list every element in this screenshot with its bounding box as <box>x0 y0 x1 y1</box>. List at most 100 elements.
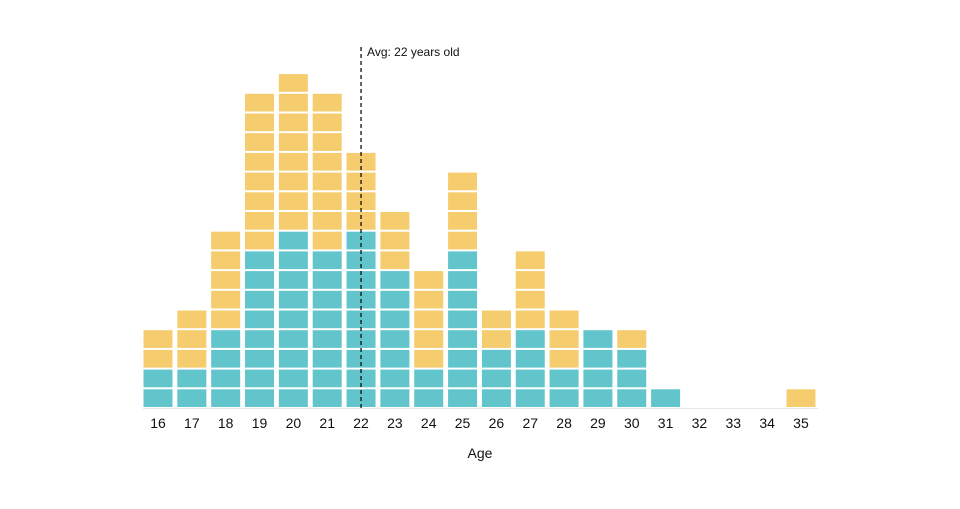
bar-block-27-series1 <box>515 310 545 329</box>
bar-block-27-series1 <box>515 290 545 309</box>
bar-block-21-series1 <box>312 231 342 250</box>
x-tick-label: 27 <box>522 415 538 431</box>
bar-block-28-series0 <box>549 389 579 407</box>
x-tick-label: 21 <box>319 415 335 431</box>
bar-block-20-series0 <box>278 290 308 309</box>
bar-block-26-series0 <box>481 369 511 388</box>
bar-block-27-series1 <box>515 251 545 270</box>
x-tick-label: 29 <box>590 415 606 431</box>
x-tick-label: 19 <box>252 415 268 431</box>
bar-block-29-series0 <box>583 330 613 348</box>
bar-block-19-series0 <box>245 389 275 407</box>
bar-block-21-series1 <box>312 93 342 112</box>
bar-block-21-series0 <box>312 251 342 270</box>
bar-block-21-series0 <box>312 310 342 329</box>
bar-block-16-series1 <box>143 330 173 348</box>
bar-block-25-series0 <box>448 369 478 388</box>
bar-block-24-series0 <box>414 389 444 407</box>
bar-block-20-series1 <box>278 93 308 112</box>
bar-block-31-series0 <box>651 389 681 407</box>
bar-block-24-series1 <box>414 271 444 289</box>
bar-block-24-series1 <box>414 290 444 309</box>
bar-block-35-series1 <box>786 389 816 407</box>
bar-block-21-series0 <box>312 271 342 289</box>
bar-block-23-series0 <box>380 271 410 289</box>
bar-block-20-series0 <box>278 231 308 250</box>
x-tick-label: 35 <box>793 415 809 431</box>
bar-block-30-series0 <box>617 349 647 368</box>
bar-block-22-series0 <box>346 310 376 329</box>
bar-block-21-series1 <box>312 212 342 230</box>
bar-block-20-series0 <box>278 271 308 289</box>
bar-block-20-series0 <box>278 330 308 348</box>
bar-block-18-series0 <box>211 369 241 388</box>
x-tick-label: 20 <box>286 415 302 431</box>
bar-block-20-series1 <box>278 74 308 92</box>
bar-block-22-series0 <box>346 231 376 250</box>
bar-block-20-series1 <box>278 192 308 210</box>
bar-block-23-series0 <box>380 330 410 348</box>
bar-block-19-series1 <box>245 152 275 171</box>
bar-block-20-series0 <box>278 389 308 407</box>
bar-block-23-series0 <box>380 389 410 407</box>
bar-block-29-series0 <box>583 349 613 368</box>
x-tick-label: 17 <box>184 415 200 431</box>
bar-block-24-series0 <box>414 369 444 388</box>
bar-block-25-series0 <box>448 251 478 270</box>
x-tick-label: 31 <box>658 415 674 431</box>
bar-block-24-series1 <box>414 349 444 368</box>
bar-block-23-series0 <box>380 369 410 388</box>
bar-block-19-series0 <box>245 330 275 348</box>
bar-block-25-series1 <box>448 212 478 230</box>
x-tick-label: 34 <box>759 415 775 431</box>
bar-block-28-series1 <box>549 349 579 368</box>
bar-block-20-series0 <box>278 369 308 388</box>
bar-block-25-series0 <box>448 310 478 329</box>
x-tick-label: 30 <box>624 415 640 431</box>
bar-block-21-series1 <box>312 172 342 191</box>
bar-block-27-series1 <box>515 271 545 289</box>
bar-block-29-series0 <box>583 369 613 388</box>
bar-block-21-series0 <box>312 330 342 348</box>
bar-block-30-series1 <box>617 330 647 348</box>
bar-block-19-series0 <box>245 349 275 368</box>
bar-block-25-series0 <box>448 290 478 309</box>
bar-block-19-series0 <box>245 251 275 270</box>
bar-block-28-series1 <box>549 330 579 348</box>
bar-block-18-series1 <box>211 231 241 250</box>
bar-block-20-series1 <box>278 152 308 171</box>
bar-block-19-series1 <box>245 93 275 112</box>
bar-block-20-series0 <box>278 251 308 270</box>
bar-block-20-series1 <box>278 172 308 191</box>
average-label: Avg: 22 years old <box>367 45 460 59</box>
bar-block-19-series1 <box>245 212 275 230</box>
x-tick-label: 33 <box>725 415 741 431</box>
bar-block-27-series0 <box>515 330 545 348</box>
bar-block-21-series1 <box>312 192 342 210</box>
bar-block-27-series0 <box>515 349 545 368</box>
bar-block-21-series0 <box>312 389 342 407</box>
bar-block-22-series1 <box>346 212 376 230</box>
bar-block-23-series1 <box>380 212 410 230</box>
bar-block-19-series1 <box>245 231 275 250</box>
bar-block-26-series1 <box>481 330 511 348</box>
bar-block-17-series0 <box>177 369 207 388</box>
bar-block-25-series1 <box>448 192 478 210</box>
bar-block-18-series1 <box>211 251 241 270</box>
bar-block-24-series1 <box>414 310 444 329</box>
bar-block-25-series0 <box>448 330 478 348</box>
bar-block-20-series0 <box>278 310 308 329</box>
x-tick-label: 26 <box>489 415 505 431</box>
bar-block-24-series1 <box>414 330 444 348</box>
x-tick-label: 22 <box>353 415 369 431</box>
bar-block-23-series0 <box>380 290 410 309</box>
bar-block-19-series1 <box>245 172 275 191</box>
bar-block-18-series1 <box>211 271 241 289</box>
bar-block-16-series0 <box>143 369 173 388</box>
bar-block-30-series0 <box>617 389 647 407</box>
x-tick-label: 16 <box>150 415 166 431</box>
bar-block-20-series1 <box>278 133 308 151</box>
bar-block-30-series0 <box>617 369 647 388</box>
x-tick-label: 28 <box>556 415 572 431</box>
